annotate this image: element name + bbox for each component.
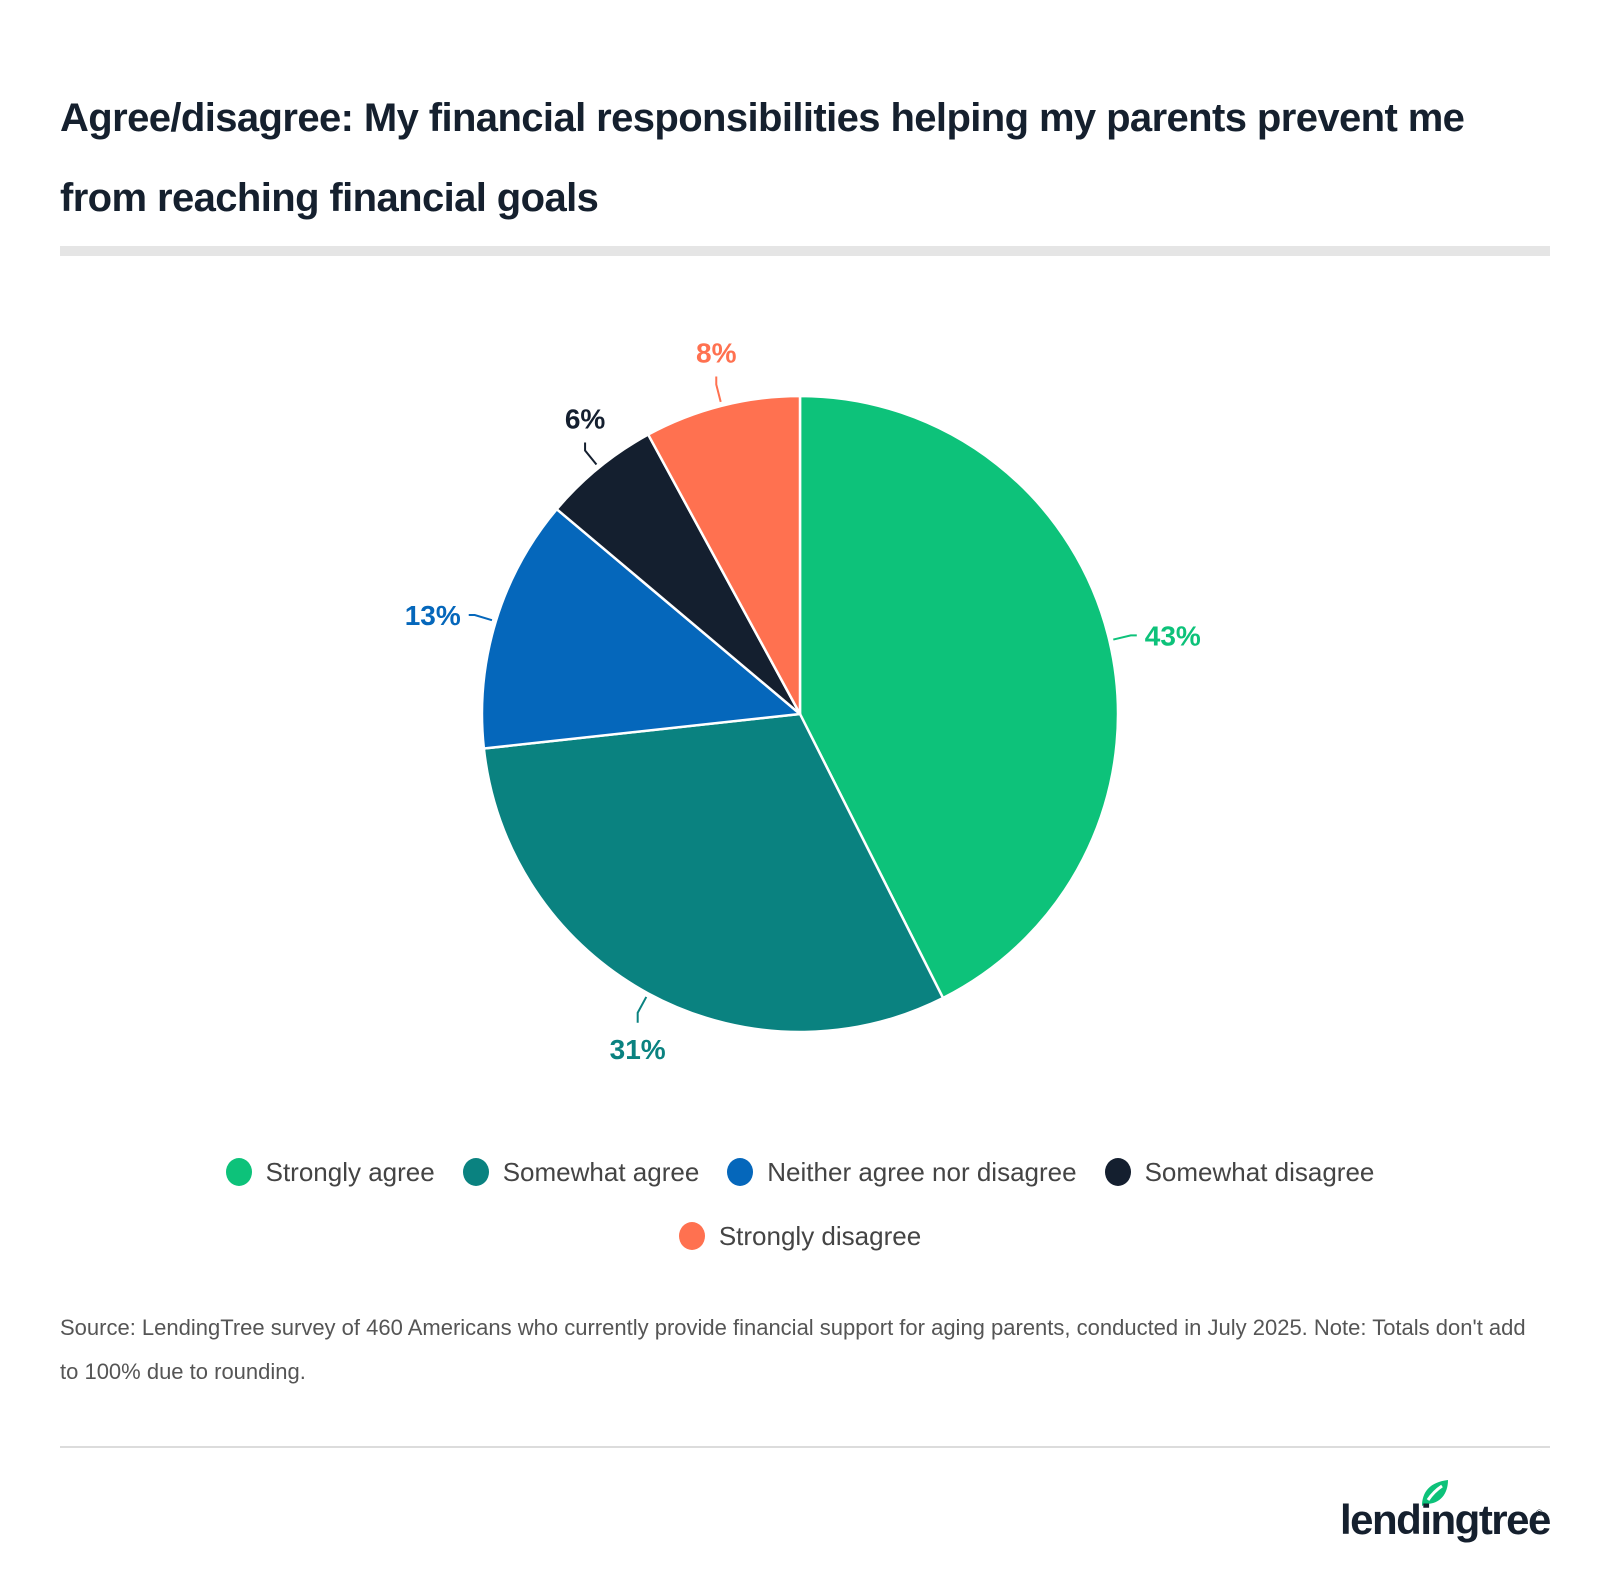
legend-item: Strongly disagree <box>678 1220 922 1252</box>
pie-chart: 43% 31% 13% 6% 8% <box>0 300 1600 1120</box>
legend-dot-icon <box>225 1158 252 1186</box>
pie-slice-neither <box>480 507 802 750</box>
leaf-icon <box>1422 1480 1448 1506</box>
legend-dot-icon <box>678 1222 705 1250</box>
legend-label: Somewhat disagree <box>1144 1157 1375 1187</box>
data-label-somewhat-agree: 31% <box>610 1034 666 1065</box>
pie-slice-strongly-agree <box>798 394 1120 1000</box>
legend-item: Strongly agree <box>225 1156 435 1188</box>
data-label-strongly-agree: 43% <box>1145 620 1201 651</box>
logo-wordmark: lendingtree <box>1340 1496 1551 1543</box>
registered-mark: ® <box>1536 1508 1543 1518</box>
lendingtree-logo: lendingtree ® <box>1340 1478 1551 1548</box>
pie-chart-svg: 43% 31% 13% 6% 8% <box>405 337 1201 1065</box>
footer-divider <box>60 1446 1550 1448</box>
pie-slice-somewhat-agree <box>482 712 945 1034</box>
legend-dot-icon <box>1104 1158 1131 1186</box>
chart-title: Agree/disagree: My financial responsibil… <box>60 96 1465 220</box>
data-label-strongly-disagree: 8% <box>696 337 737 368</box>
legend-label: Neither agree nor disagree <box>767 1157 1077 1187</box>
leader-line-strongly-disagree <box>715 376 722 403</box>
leader-line-strongly-agree <box>1113 634 1137 641</box>
legend-label: Somewhat agree <box>502 1157 700 1187</box>
legend-item: Somewhat agree <box>462 1156 700 1188</box>
legend-item: Somewhat disagree <box>1104 1156 1375 1188</box>
leader-line-somewhat-agree <box>636 996 648 1023</box>
leader-line-somewhat-disagree <box>584 442 598 466</box>
title-divider <box>60 246 1550 256</box>
source-note: Source: LendingTree survey of 460 Americ… <box>60 1315 1526 1384</box>
data-label-somewhat-disagree: 6% <box>565 404 606 435</box>
legend-item: Neither agree nor disagree <box>727 1156 1077 1188</box>
legend-dot-icon <box>727 1158 754 1186</box>
pie-slice-strongly-disagree <box>646 394 802 716</box>
data-label-neither: 13% <box>405 600 461 631</box>
legend-label: Strongly disagree <box>718 1221 922 1251</box>
legend-dot-icon <box>462 1158 489 1186</box>
chart-legend: Strongly agree Somewhat agree Neither agre… <box>150 1156 1450 1252</box>
leader-line-neither <box>468 613 493 622</box>
legend-label: Strongly agree <box>265 1157 435 1187</box>
